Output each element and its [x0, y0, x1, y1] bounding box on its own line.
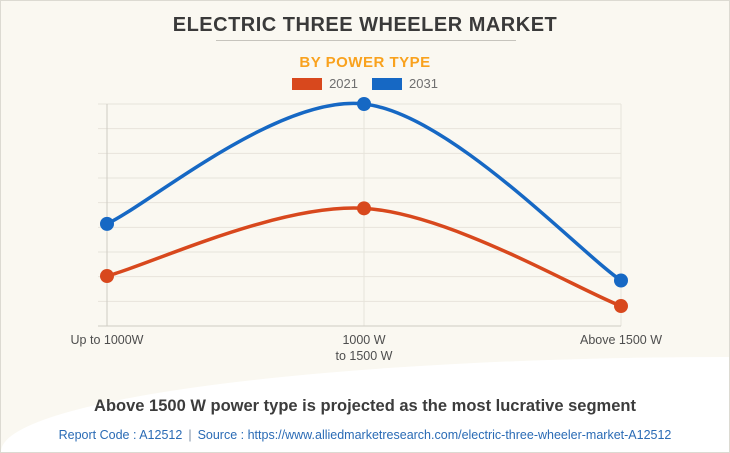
legend-swatch-2021: [292, 77, 323, 90]
x-axis-label-1000-to-1500w: 1000 W to 1500 W: [335, 333, 393, 363]
legend-label-2021: 2021: [329, 76, 358, 91]
page-title: ELECTRIC THREE WHEELER MARKET: [172, 14, 558, 36]
chart-subtitle: BY POWER TYPE: [299, 54, 431, 71]
footer-separator: |: [188, 428, 192, 442]
source-prefix: Source :: [197, 428, 245, 442]
legend: 2021 2031: [1, 76, 729, 91]
report-code-link[interactable]: Report Code : A12512: [58, 428, 183, 442]
data-point-2031-0: [100, 216, 114, 231]
source-url-link[interactable]: https://www.alliedmarketresearch.com/ele…: [247, 428, 672, 442]
x-axis-label-above-1500w: Above 1500 W: [580, 333, 662, 347]
data-point-2031-1: [357, 97, 371, 111]
data-point-2031-2: [614, 273, 628, 288]
title-divider: [216, 40, 516, 41]
x-axis-label-up-to-1000w: Up to 1000W: [70, 333, 144, 347]
footer-source-line: Report Code : A12512 | Source : https://ww…: [1, 428, 729, 442]
legend-label-2031: 2031: [409, 76, 438, 91]
legend-item-2021: 2021: [292, 76, 358, 91]
data-point-2021-1: [357, 201, 371, 216]
data-point-2021-2: [614, 299, 628, 314]
data-point-2021-0: [100, 269, 114, 284]
legend-swatch-2031: [372, 77, 402, 90]
legend-item-2031: 2031: [372, 76, 438, 91]
footer-headline: Above 1500 W power type is projected as …: [94, 397, 636, 415]
